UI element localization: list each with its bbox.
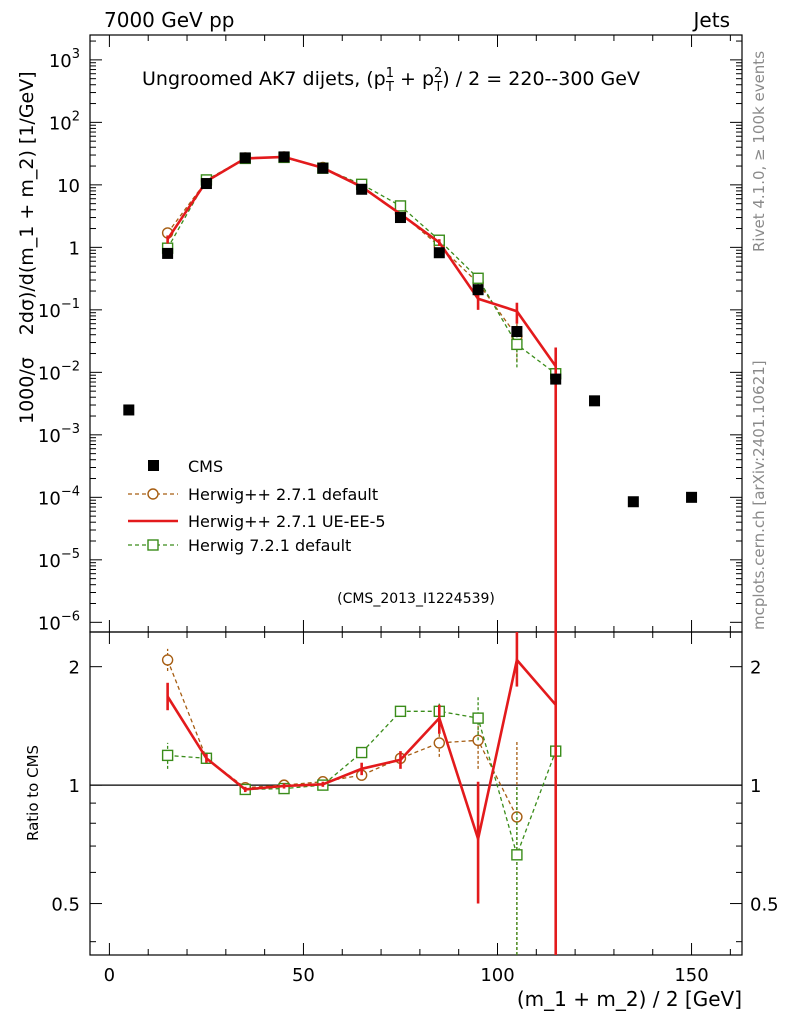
data-point-cms [278,151,290,163]
data-point-cms [589,395,601,407]
main-y-tick-label: 10−3 [38,422,80,447]
data-point-cms [394,212,406,224]
marker-herwig-7-2-1-default [472,272,484,284]
ratio-y-tick-label-right: 2 [750,658,761,679]
ratio-marker-herwig-2-7-1-default [433,737,445,749]
series-line-herwig-2-7-1-default [167,156,518,337]
ratio-marker-herwig-2-7-1-default [511,811,523,823]
mcplots-credit-label: mcplots.cern.ch [arXiv:2401.10621] [750,360,768,630]
ratio-y-tick-label: 1 [69,776,80,797]
ratio-y-tick-label: 0.5 [51,895,80,916]
header-left: 7000 GeV pp [104,8,235,32]
data-point-cms [433,247,445,259]
main-y-axis-label: 1000/σ2dσ)/d(m_1 + m_2) [1/GeV] [16,71,38,424]
data-point-cms [317,162,329,174]
header-right: Jets [692,8,730,32]
legend-marker-herwig7 [147,539,159,551]
ratio-marker-herwig-7-2-1-default [511,849,523,861]
ratio-marker-herwig-7-2-1-default [394,705,407,718]
main-y-tick-label: 10−1 [38,297,80,322]
legend-label-herwigpp-ueee5: Herwig++ 2.7.1 UE-EE-5 [188,512,386,531]
main-y-tick-label: 10−4 [38,484,80,509]
ratio-marker-herwig-7-2-1-default [355,746,368,759]
legend: CMS Herwig++ 2.7.1 default Herwig++ 2.7.… [128,457,386,555]
ratio-line-herwig-7-2-1-default [167,710,557,857]
ratio-marker-herwig-7-2-1-default [161,749,174,762]
x-axis-label: (m_1 + m_2) / 2 [GeV] [517,987,742,1011]
ratio-y-axis-label: Ratio to CMS [24,745,42,841]
marker-herwig-7-2-1-default [394,200,407,212]
ratio-line-herwig-2-7-1-ue-ee-5 [166,657,557,844]
main-y-tick-label: 10 [57,176,80,197]
data-point-cms [239,152,251,164]
legend-label-herwigpp-default: Herwig++ 2.7.1 default [188,485,378,504]
x-tick-label: 50 [292,965,315,986]
ratio-marker-herwig-7-2-1-default [472,712,484,724]
x-tick-label: 0 [104,965,115,986]
x-tick-label: 150 [674,965,708,986]
ratio-y-tick-label-right: 1 [750,776,761,797]
x-tick-label: 100 [480,965,514,986]
legend-marker-herwigpp-default [147,488,159,500]
data-point-cms [511,326,523,338]
main-y-tick-label: 103 [49,47,80,72]
ratio-plot-frame [89,631,743,956]
main-y-tick-label: 102 [49,109,80,134]
legend-label-cms: CMS [188,457,223,476]
marker-herwig-7-2-1-default [511,338,523,351]
chart-title: Ungroomed AK7 dijets, (p1 T + p2 T) / 2 = … [142,66,640,95]
legend-marker-cms [148,460,159,471]
ratio-axes: 0.5 0.5 1 1 2 2 0 50 100 150 [51,632,779,986]
data-point-cms [550,373,562,385]
ratio-y-tick-label-right: 0.5 [750,895,779,916]
main-y-tick-label: 10−2 [38,359,80,384]
data-point-cms [627,496,639,508]
legend-label-herwig7: Herwig 7.2.1 default [188,536,351,555]
ratio-series [161,632,562,955]
ratio-marker-herwig-2-7-1-default [161,654,174,666]
rivet-version-label: Rivet 4.1.0, ≥ 100k events [750,51,768,252]
main-y-tick-label: 10−5 [38,547,80,572]
data-point-cms [123,404,135,416]
main-series [123,151,698,632]
analysis-id-annotation: (CMS_2013_I1224539) [337,591,495,607]
ratio-y-tick-label: 2 [69,658,80,679]
data-point-cms [356,183,368,195]
data-point-cms [200,178,212,190]
main-y-tick-label: 1 [69,238,80,259]
main-y-tick-label: 10−6 [38,609,80,634]
main-axes: 10−6 10−5 10−4 10−3 10−2 10−1 1 10 102 103 [38,35,742,634]
data-point-cms [472,284,484,296]
data-point-cms [686,491,698,503]
data-point-cms [162,247,174,259]
